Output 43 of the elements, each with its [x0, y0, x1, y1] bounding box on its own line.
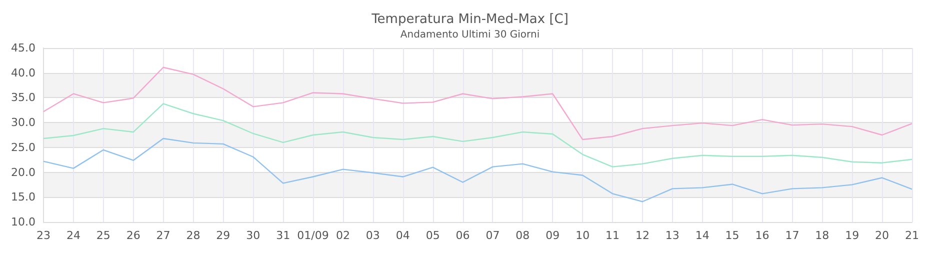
y-tick-label: 10.0 — [10, 216, 36, 228]
x-tick-label: 25 — [96, 229, 110, 242]
x-tick-label: 12 — [635, 229, 650, 242]
line-series — [42, 138, 913, 202]
x-tick-label: 19 — [845, 229, 860, 242]
x-tick-label: 15 — [725, 229, 740, 242]
x-tick-label: 17 — [785, 229, 800, 242]
y-tick-label: 15.0 — [10, 190, 36, 204]
x-tick-label: 27 — [156, 229, 170, 242]
chart-subtitle: Andamento Ultimi 30 Giorni — [400, 30, 540, 40]
x-tick-label: 26 — [126, 229, 140, 242]
x-tick-label: 01/09 — [297, 229, 329, 242]
x-tick-label: 23 — [36, 229, 50, 242]
x-tick-label: 11 — [606, 229, 620, 242]
x-tick-label: 21 — [905, 229, 919, 242]
x-tick-label: 13 — [665, 229, 680, 242]
x-tick-label: 04 — [396, 229, 410, 242]
x-tick-label: 06 — [456, 229, 470, 242]
x-tick-label: 18 — [815, 229, 830, 242]
x-tick-label: 10 — [576, 229, 590, 242]
x-tick-label: 07 — [486, 229, 500, 242]
chart-title: Temperatura Min-Med-Max [C] — [370, 12, 568, 27]
x-tick-label: 28 — [186, 229, 200, 242]
y-tick-label: 30.0 — [10, 116, 36, 130]
line-series — [42, 66, 913, 140]
x-tick-label: 05 — [426, 229, 440, 242]
y-tick-label: 40.0 — [10, 66, 36, 80]
y-tick-label: 20.0 — [10, 166, 36, 179]
x-tick-label: 16 — [755, 229, 770, 242]
x-tick-label: 31 — [276, 229, 290, 242]
line-series — [42, 103, 913, 168]
x-tick-label: 02 — [336, 229, 350, 242]
y-tick-label: 35.0 — [10, 91, 36, 104]
y-tick-label: 45.0 — [10, 42, 36, 54]
x-tick-label: 03 — [366, 229, 380, 242]
x-tick-label: 09 — [546, 229, 560, 242]
x-tick-label: 29 — [216, 229, 230, 242]
x-tick-label: 08 — [516, 229, 530, 242]
y-tick-label: 25.0 — [10, 140, 36, 154]
x-tick-label: 24 — [66, 229, 80, 242]
x-tick-label: 30 — [246, 229, 260, 242]
x-tick-label: 20 — [875, 229, 890, 242]
x-tick-label: 14 — [695, 229, 710, 242]
